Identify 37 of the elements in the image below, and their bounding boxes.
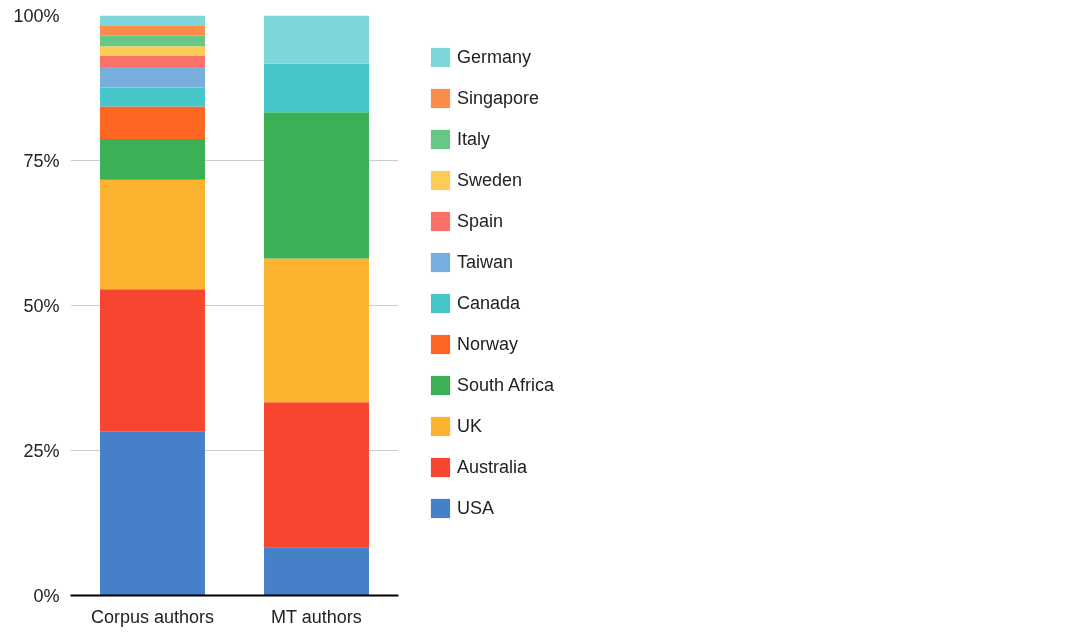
bar xyxy=(100,431,205,596)
bar xyxy=(100,55,205,68)
bar xyxy=(264,112,369,259)
legend-label: Italy xyxy=(457,128,491,150)
legend-label: Spain xyxy=(457,210,504,232)
bar xyxy=(264,547,369,596)
y-tick-label: 50% xyxy=(23,295,60,316)
legend-label: Canada xyxy=(457,292,521,314)
bar xyxy=(264,63,369,113)
y-tick-label: 0% xyxy=(33,585,60,606)
legend-label: Singapore xyxy=(457,87,540,109)
bar xyxy=(100,35,205,47)
x-tick-label: Corpus authors xyxy=(90,606,215,627)
bar xyxy=(100,67,205,88)
bar xyxy=(100,46,205,56)
bar xyxy=(100,179,205,290)
bar xyxy=(100,289,205,432)
bar xyxy=(100,139,205,180)
bar xyxy=(264,402,369,548)
legend-label: USA xyxy=(457,497,495,519)
y-tick-label: 75% xyxy=(23,150,60,171)
legend-label: UK xyxy=(457,415,483,437)
bar xyxy=(100,106,205,140)
bar xyxy=(100,87,205,107)
x-tick-label: MT authors xyxy=(270,606,362,627)
bar xyxy=(100,25,205,36)
legend-label: Taiwan xyxy=(457,251,514,273)
legend-label: Germany xyxy=(457,46,532,68)
legend-label: South Africa xyxy=(457,374,555,396)
legend-label: Norway xyxy=(457,333,519,355)
legend-label: Australia xyxy=(457,456,528,478)
y-tick-label: 25% xyxy=(23,440,60,461)
bar xyxy=(264,15,369,64)
legend-label: Sweden xyxy=(457,169,523,191)
y-tick-label: 100% xyxy=(13,5,60,26)
bar xyxy=(264,258,369,403)
bar xyxy=(100,15,205,26)
